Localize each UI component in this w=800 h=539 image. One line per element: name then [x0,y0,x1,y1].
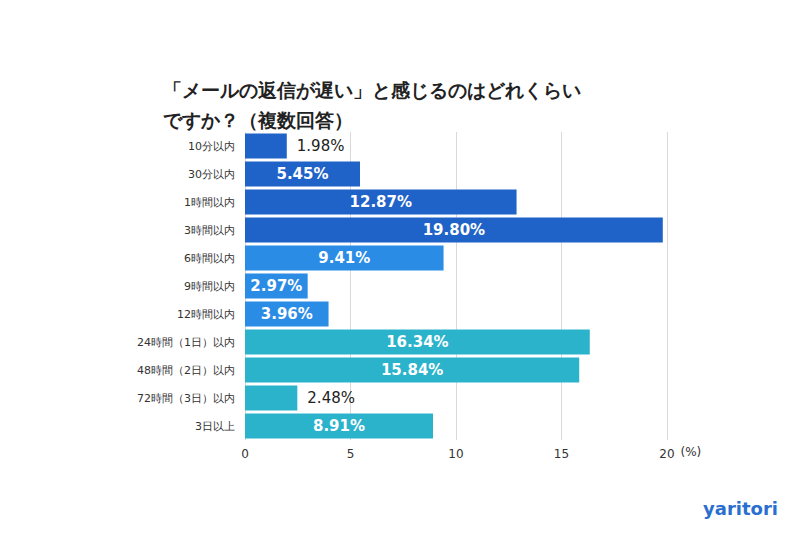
svg-text:20: 20 [659,447,674,461]
svg-text:48時間（2日）以内: 48時間（2日）以内 [137,364,235,377]
svg-text:72時間（3日）以内: 72時間（3日）以内 [137,392,235,405]
svg-text:15: 15 [554,447,569,461]
svg-text:15.84%: 15.84% [381,361,443,379]
svg-text:0: 0 [241,447,249,461]
svg-text:12時間以内: 12時間以内 [177,308,235,321]
svg-text:6時間以内: 6時間以内 [184,252,235,265]
svg-text:3.96%: 3.96% [261,305,313,323]
svg-text:8.91%: 8.91% [313,417,365,435]
svg-text:yaritori: yaritori [703,498,778,519]
svg-text:30分以内: 30分以内 [188,168,235,181]
svg-text:10分以内: 10分以内 [188,140,235,153]
svg-text:2.97%: 2.97% [250,277,302,295]
svg-text:(%): (%) [681,445,702,459]
svg-text:3時間以内: 3時間以内 [184,224,235,237]
svg-text:9.41%: 9.41% [318,249,370,267]
svg-text:3日以上: 3日以上 [195,420,235,433]
svg-text:10: 10 [448,447,463,461]
svg-text:5.45%: 5.45% [276,165,328,183]
svg-text:12.87%: 12.87% [350,193,412,211]
svg-text:ですか？（複数回答）: ですか？（複数回答） [163,109,353,131]
svg-text:5: 5 [347,447,355,461]
svg-text:19.80%: 19.80% [423,221,485,239]
svg-text:9時間以内: 9時間以内 [184,280,235,293]
svg-text:16.34%: 16.34% [386,333,448,351]
svg-text:24時間（1日）以内: 24時間（1日）以内 [137,336,235,349]
svg-text:「メールの返信が遅い」と感じるのはどれくらい: 「メールの返信が遅い」と感じるのはどれくらい [163,79,581,101]
svg-text:1.98%: 1.98% [297,137,345,155]
svg-text:1時間以内: 1時間以内 [184,196,235,209]
svg-text:2.48%: 2.48% [307,389,355,407]
